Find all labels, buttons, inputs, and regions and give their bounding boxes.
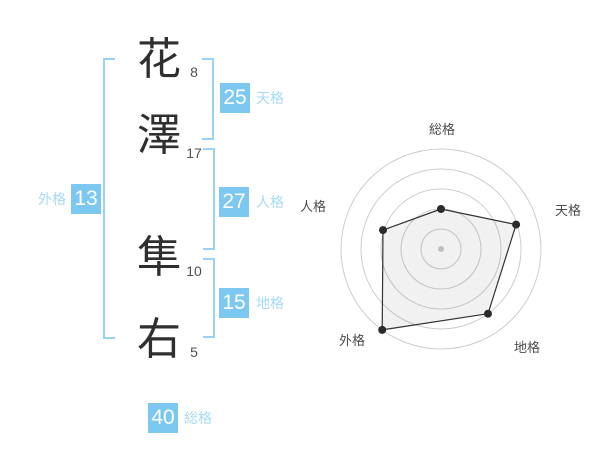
tenkaku-bracket <box>202 58 214 140</box>
stroke-count-1: 8 <box>190 64 198 80</box>
soukaku-label: 総格 <box>184 410 212 426</box>
jinkaku-label: 人格 <box>256 194 284 210</box>
radar-chart-svg <box>340 148 542 350</box>
chikaku-label: 地格 <box>256 295 284 311</box>
radar-axis-label-soukaku: 総格 <box>428 122 455 137</box>
chikaku-bracket <box>203 258 215 338</box>
radar-data-polygon <box>381 208 517 331</box>
name-character-4: 右 <box>137 315 181 364</box>
radar-axis-label-tenkaku: 天格 <box>554 203 581 218</box>
name-character-3: 隼 <box>137 233 181 282</box>
jinkaku-value-box: 27 <box>219 187 249 217</box>
radar-grid-ring <box>420 228 462 270</box>
stroke-count-4: 5 <box>190 344 198 360</box>
tenkaku-value-box: 25 <box>220 83 250 113</box>
radar-center-dot <box>438 246 444 252</box>
name-character-2: 澤 <box>137 111 181 160</box>
gaikaku-value-box: 13 <box>71 184 101 214</box>
radar-axis-label-jinkaku: 人格 <box>299 199 326 214</box>
radar-axis-label-gaikaku: 外格 <box>338 333 365 348</box>
chikaku-value-box: 15 <box>219 288 249 318</box>
radar-grid-ring <box>380 188 502 310</box>
jinkaku-bracket <box>203 148 215 250</box>
name-character-1: 花 <box>137 35 181 84</box>
gaikaku-bracket <box>103 58 115 339</box>
radar-data-point <box>379 226 387 235</box>
radar-data-point <box>378 325 387 334</box>
radar-data-point <box>484 309 492 318</box>
radar-data-point <box>437 205 445 213</box>
gaikaku-label: 外格 <box>38 191 66 207</box>
tenkaku-label: 天格 <box>256 90 284 106</box>
radar-data-point <box>512 220 521 229</box>
radar-axis-label-chikaku: 地格 <box>513 340 540 355</box>
radar-grid-ring <box>340 148 542 350</box>
soukaku-value-box: 40 <box>148 403 178 433</box>
radar-grid-ring <box>360 168 522 330</box>
stroke-count-2: 17 <box>186 145 202 161</box>
stroke-count-3: 10 <box>186 263 202 279</box>
